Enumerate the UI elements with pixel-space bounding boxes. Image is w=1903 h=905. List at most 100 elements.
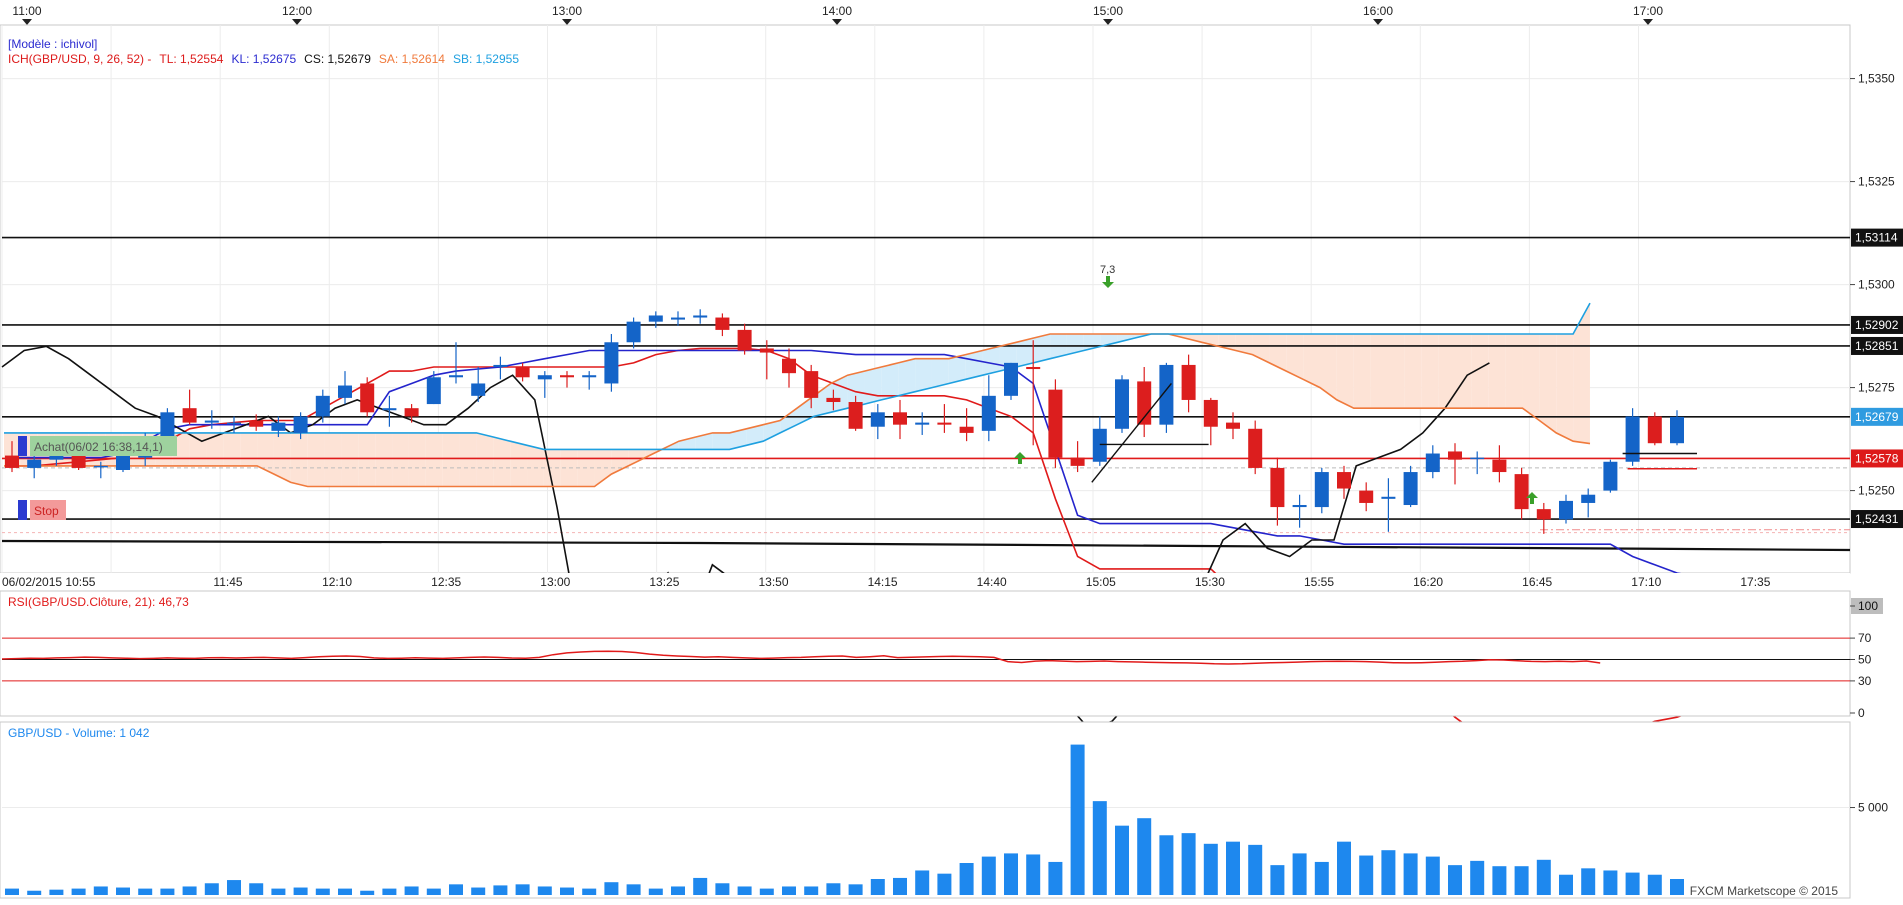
candle-body	[1115, 379, 1129, 429]
price-tick-label: 1,5275	[1858, 381, 1895, 395]
bottom-time-label: 15:05	[1086, 575, 1116, 589]
volume-bar	[1048, 861, 1063, 895]
bottom-time-label: 15:30	[1195, 575, 1225, 589]
volume-bar	[1026, 854, 1041, 895]
volume-bar	[671, 886, 685, 895]
price-level-tag	[1851, 336, 1903, 355]
cloud-segment	[408, 432, 426, 487]
rsi-tick-label: 100	[1858, 599, 1878, 613]
cloud-segment	[898, 358, 916, 396]
time-marker-icon	[22, 19, 32, 25]
stop-order-marker[interactable]: Stop	[18, 500, 66, 520]
drawn-objects[interactable]	[1014, 276, 1697, 504]
cloud-segment	[1117, 334, 1135, 343]
cloud-segment	[425, 432, 443, 487]
ichimoku-legend-item: SB: 1,52955	[453, 52, 519, 66]
rsi-tick-label: 70	[1858, 631, 1872, 645]
candle-body	[382, 408, 397, 411]
candle-body	[227, 422, 241, 425]
candle-body	[249, 420, 264, 427]
price-level-tag	[1851, 315, 1903, 334]
price-level-tags: 1,53114 1,52902 1,52851 1,52679 1,52578 1,524…	[1851, 228, 1903, 529]
rsi-tick-label: 50	[1858, 653, 1872, 667]
candle-body	[1226, 422, 1240, 429]
volume-bar	[293, 887, 308, 895]
cloud-segment	[1421, 334, 1439, 409]
candle-body	[1670, 416, 1684, 444]
candle-body	[737, 329, 752, 351]
top-time-label: 13:00	[552, 4, 582, 18]
price-level-tag	[1851, 449, 1903, 468]
ichimoku-legend-item: KL: 1,52675	[231, 52, 296, 66]
cloud-segment	[712, 432, 730, 450]
footer-credit: FXCM Marketscope © 2015	[1690, 884, 1839, 898]
horizontal-levels[interactable]	[1, 236, 1851, 552]
cloud-segment	[324, 432, 342, 487]
candle-body	[404, 408, 419, 417]
buy-order-marker[interactable]: Achat(06/02 16:38,14,1)	[18, 436, 177, 456]
candle-body	[782, 358, 796, 374]
candle-body	[1359, 490, 1374, 503]
candle-body	[648, 315, 663, 322]
bottom-time-label: 16:20	[1413, 575, 1443, 589]
candle-body	[426, 377, 441, 405]
volume-bar	[27, 890, 42, 895]
candle-body	[449, 375, 463, 378]
candle-body	[804, 371, 819, 398]
volume-bar	[71, 888, 86, 895]
rsi-panel[interactable]: RSI(GBP/USD.Clôture, 21): 46,73 100 70 50 3…	[0, 590, 1883, 720]
volume-bar	[5, 888, 19, 895]
cloud-segment	[341, 432, 359, 487]
volume-bar	[1625, 872, 1640, 895]
candle-body	[1381, 496, 1396, 499]
price-tick-label: 1,5250	[1858, 484, 1895, 498]
candle-body	[71, 453, 86, 468]
volume-bar	[826, 883, 841, 895]
volume-bar	[759, 888, 774, 895]
time-marker-icon	[832, 19, 842, 25]
cloud-segment	[1269, 334, 1287, 372]
cloud-segment	[476, 432, 494, 487]
volume-bar	[1159, 835, 1174, 895]
candle-body	[1470, 457, 1485, 460]
candle-body	[671, 317, 685, 320]
cloud-segment	[240, 432, 258, 466]
volume-bar	[626, 884, 641, 895]
cloud-segment	[1387, 334, 1405, 409]
candle-body	[27, 459, 42, 468]
cloud-segment	[189, 432, 207, 466]
price-panel[interactable]: [Modèle : ichivol] ICH(GBP/USD, 9, 26, 5…	[0, 24, 1903, 735]
price-tick-label: 1,5325	[1858, 175, 1895, 189]
candle-body	[515, 366, 530, 378]
cloud-segment	[1252, 334, 1270, 363]
volume-bar	[782, 886, 796, 895]
cloud-segment	[678, 437, 696, 450]
candle-body	[1092, 428, 1107, 462]
volume-bar	[1092, 801, 1107, 895]
ichimoku-legend: ICH(GBP/USD, 9, 26, 52) - TL: 1,52554 KL: …	[8, 52, 519, 66]
price-tick-label: 1,5300	[1858, 278, 1895, 292]
time-marker-icon	[1103, 19, 1113, 25]
volume-bar	[204, 883, 219, 895]
volume-bar	[1203, 843, 1218, 895]
volume-bar	[915, 870, 930, 895]
price-axis-background	[1852, 25, 1903, 573]
volume-panel[interactable]: GBP/USD - Volume: 1 042 FXCM Marketscope…	[0, 721, 1888, 899]
cloud-segment	[1336, 334, 1354, 409]
cloud-segment	[1471, 334, 1489, 409]
signal-label: 7,3	[1100, 264, 1115, 276]
time-marker-icon	[292, 19, 302, 25]
candle-body	[338, 385, 352, 398]
volume-bar	[493, 885, 508, 895]
volume-bar	[1270, 865, 1285, 895]
price-level-tag-label: 1,52851	[1855, 339, 1899, 353]
candle-body	[1314, 472, 1329, 508]
cloud-segment	[1573, 303, 1590, 444]
cloud-segment	[813, 383, 831, 417]
bottom-time-label: 16:45	[1522, 575, 1552, 589]
candle-body	[1026, 366, 1041, 370]
top-time-label: 15:00	[1093, 4, 1123, 18]
cloud-segment	[493, 437, 511, 487]
cloud-segment	[290, 432, 308, 487]
